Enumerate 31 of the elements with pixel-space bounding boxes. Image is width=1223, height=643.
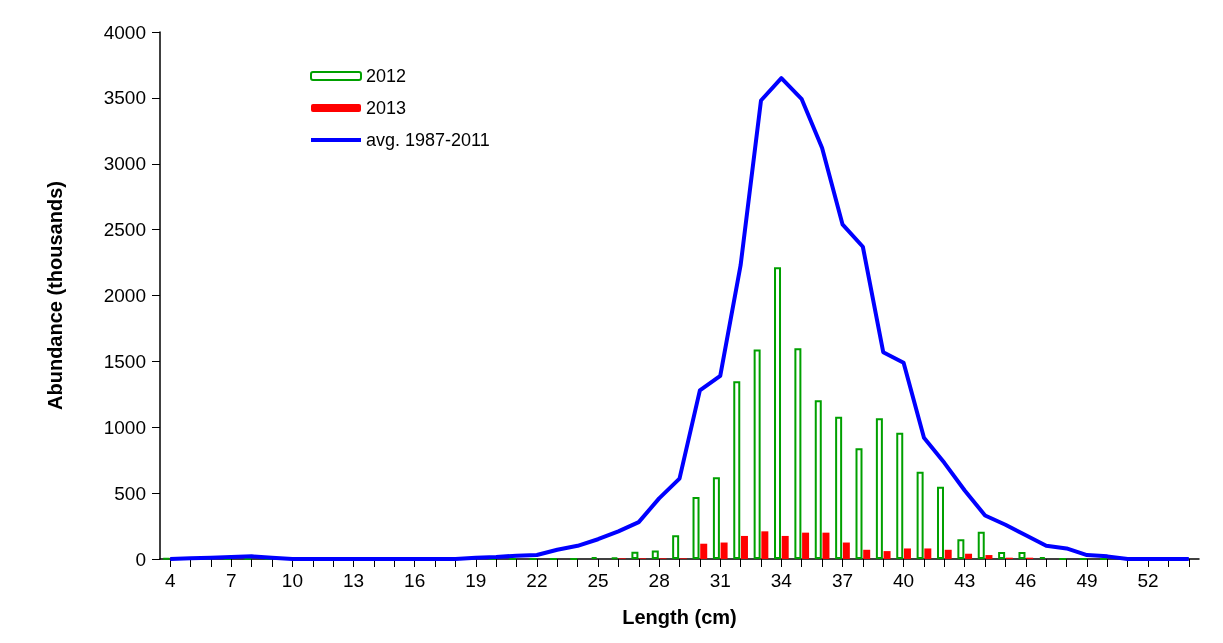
x-tick-label: 52: [1137, 570, 1159, 591]
x-tick-label: 13: [342, 570, 365, 591]
y-tick-label: 2000: [103, 285, 146, 306]
x-tick-label: 28: [648, 570, 670, 591]
x-axis-title: Length (cm): [622, 606, 737, 628]
y-tick-label: 1500: [103, 350, 146, 372]
y-tick-label: 3000: [103, 153, 146, 175]
y-tick-label: 3500: [103, 87, 146, 109]
x-tick-label: 46: [1015, 570, 1037, 591]
y-tick-label: 4000: [103, 21, 146, 43]
x-tick-label: 49: [1076, 570, 1098, 591]
x-tick-label: 10: [281, 570, 303, 591]
y-tick-label: 1000: [103, 416, 146, 438]
x-tick-label: 31: [709, 570, 731, 591]
x-tick-label: 25: [587, 570, 609, 591]
x-tick-label: 7: [226, 570, 237, 591]
y-tick-label: 500: [114, 482, 146, 504]
x-tick-label: 22: [526, 570, 548, 591]
x-tick-label: 37: [831, 570, 854, 591]
y-axis-title: Abundance (thousands): [44, 181, 66, 410]
legend-label: avg. 1987-2011: [366, 130, 490, 150]
legend-label: 2013: [366, 98, 407, 118]
y-tick-label: 0: [135, 548, 146, 570]
x-tick-label: 16: [404, 570, 426, 591]
x-tick-label: 19: [465, 570, 487, 591]
x-tick-label: 34: [770, 570, 793, 591]
x-tick-label: 43: [954, 570, 976, 591]
y-tick-label: 2500: [103, 219, 146, 241]
x-tick-label: 4: [164, 570, 176, 591]
x-tick-label: 40: [893, 570, 915, 591]
legend-label: 2012: [366, 66, 407, 86]
